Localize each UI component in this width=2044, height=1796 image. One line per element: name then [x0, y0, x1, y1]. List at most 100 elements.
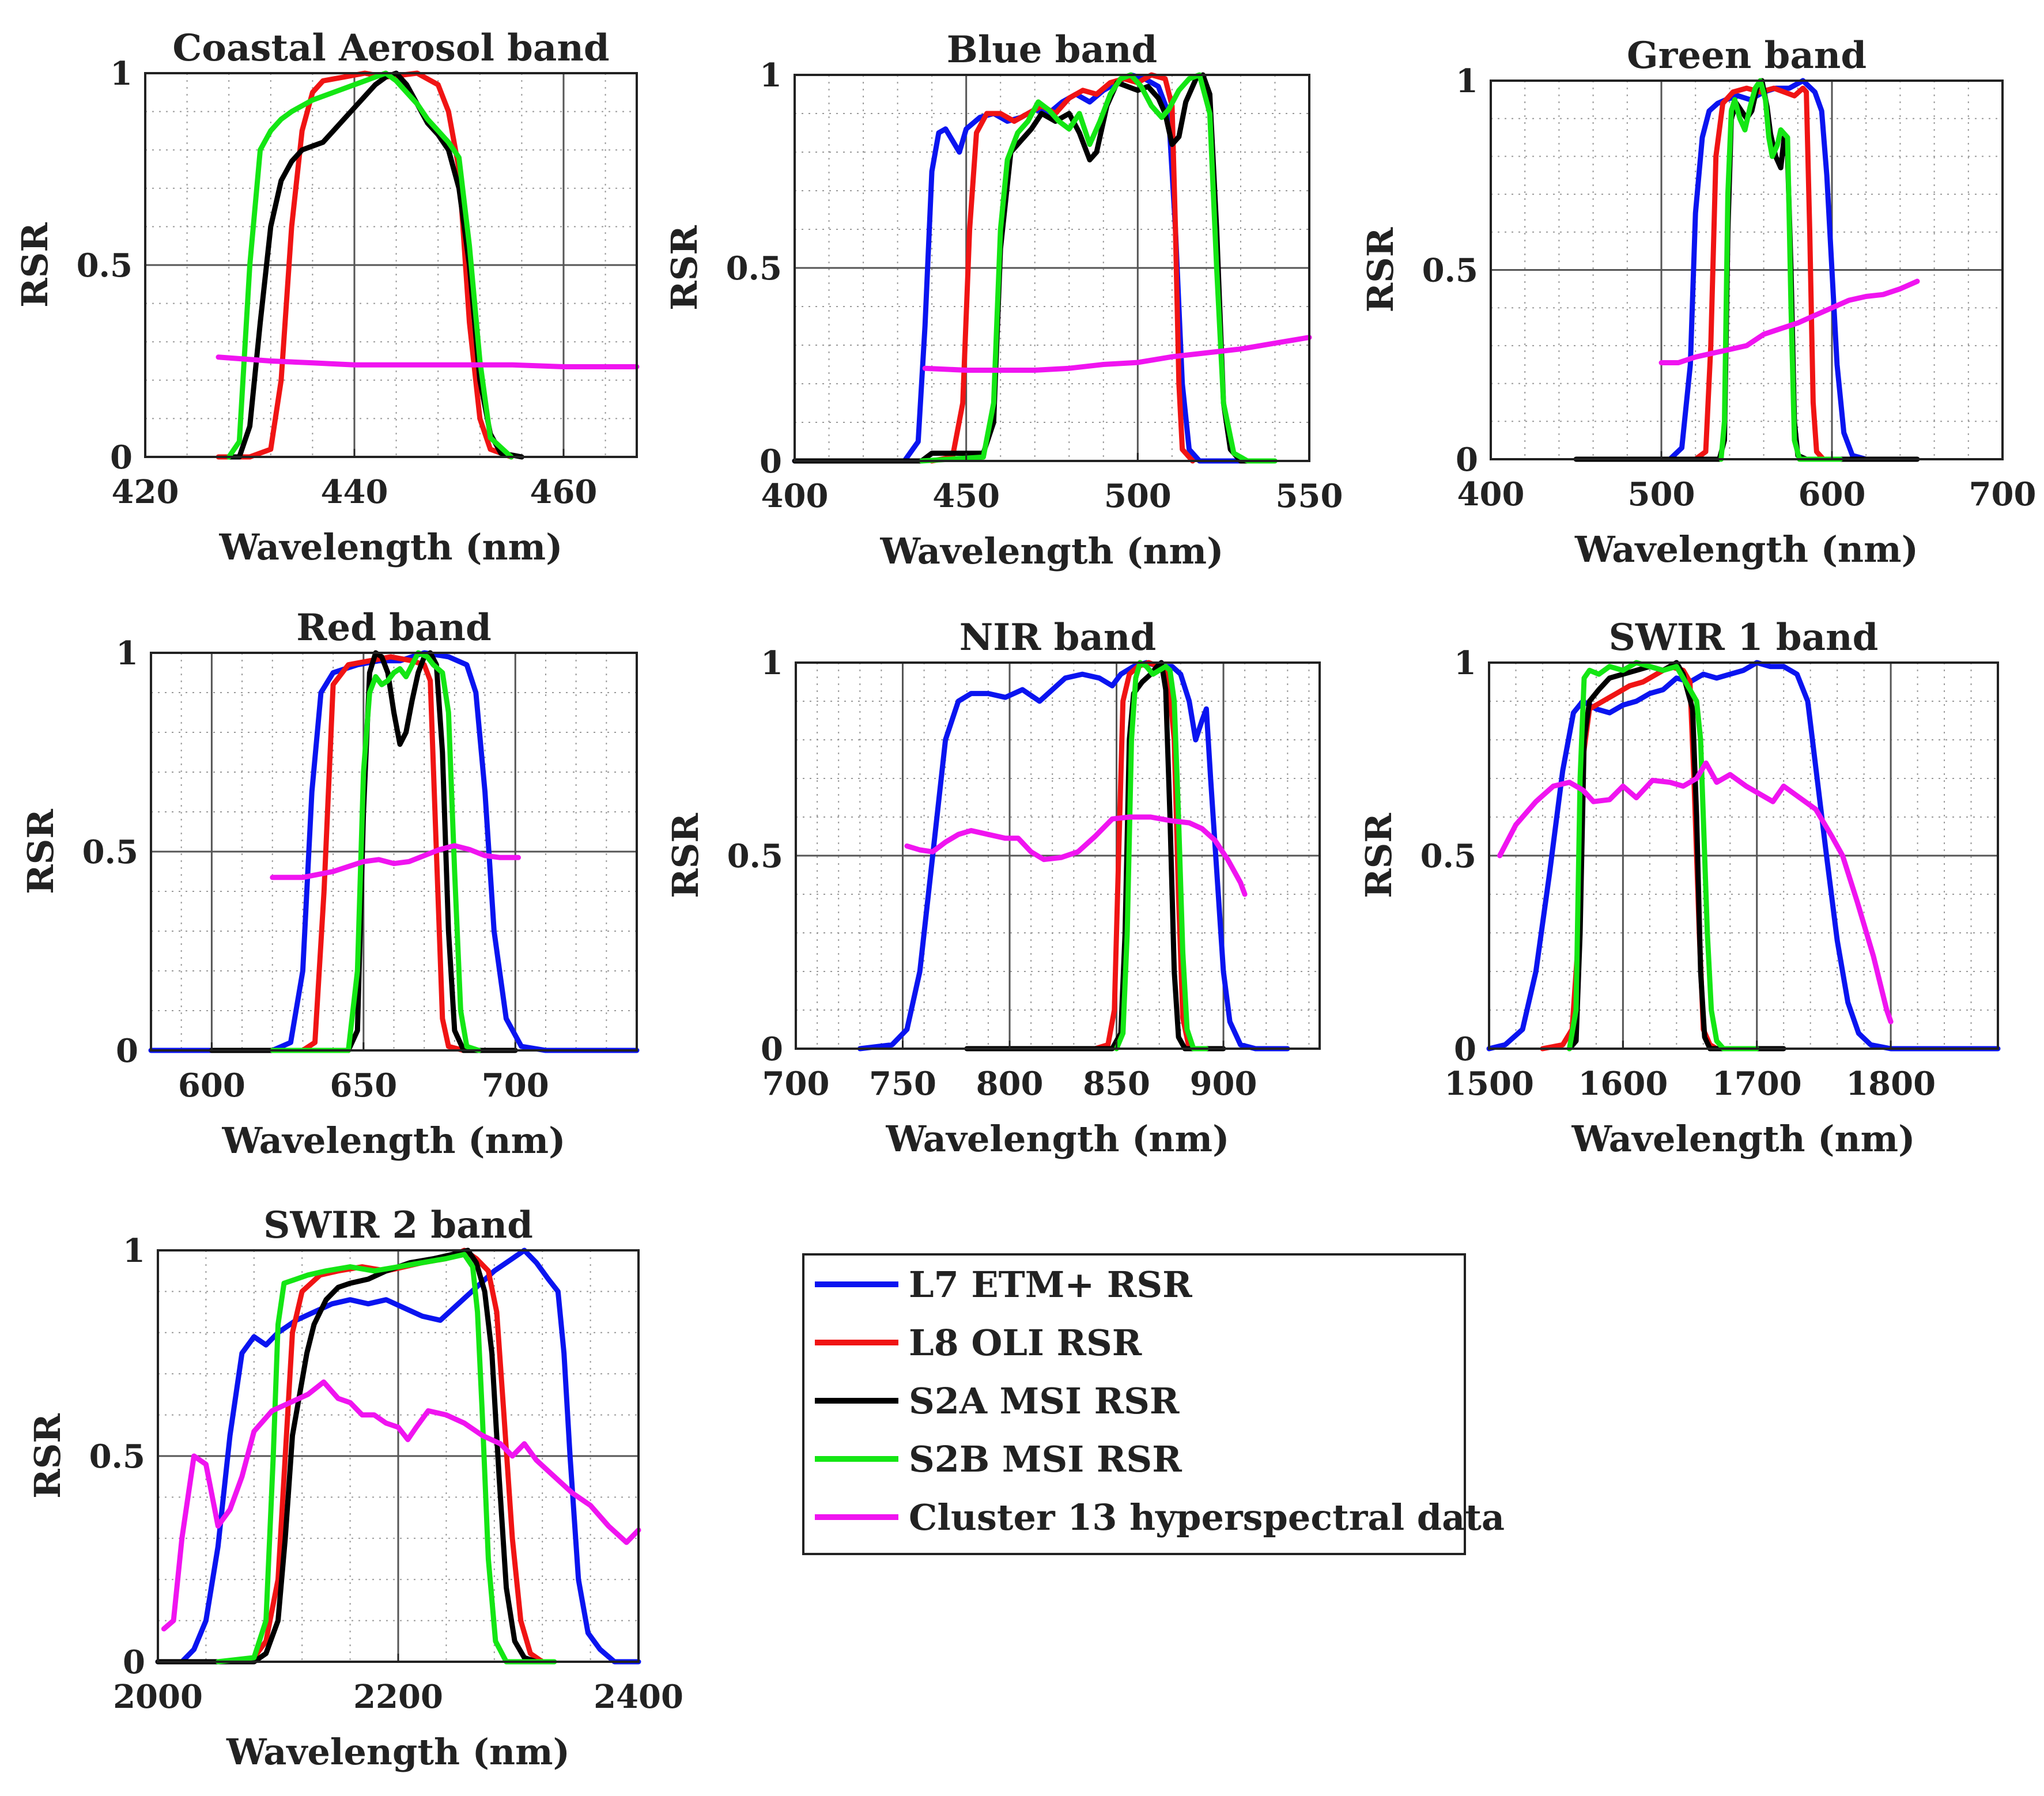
- y-tick-label: 0.5: [82, 833, 138, 871]
- axes-frame: [150, 652, 638, 1052]
- series-line-s2a: [155, 1247, 539, 1665]
- panel-title: Green band: [1627, 34, 1867, 77]
- chart-panel-3: 400 500 600 700 0 0.5 1 Green band Wavelength (n…: [1359, 34, 2036, 570]
- x-axis-label: Wavelength (nm): [880, 530, 1224, 572]
- x-tick-label: 400: [1457, 475, 1525, 513]
- x-tick-label: 2000: [113, 1678, 203, 1716]
- series-line-s2a: [226, 70, 524, 460]
- legend-item-s2a: S2A MSI RSR: [815, 1380, 1180, 1422]
- y-axis-label: RSR: [663, 225, 705, 311]
- panel-title: SWIR 2 band: [263, 1204, 533, 1247]
- y-tick-label: 0: [110, 438, 133, 477]
- y-axis-label: RSR: [1358, 813, 1400, 898]
- y-tick-label: 1: [760, 56, 782, 94]
- legend-label: S2A MSI RSR: [909, 1380, 1180, 1422]
- legend-item-l8: L8 OLI RSR: [815, 1322, 1142, 1364]
- series-line-s2b: [215, 1251, 557, 1665]
- x-tick-label: 850: [1083, 1065, 1150, 1103]
- y-tick-label: 0.5: [89, 1438, 145, 1476]
- y-tick-label: 1: [116, 634, 138, 672]
- x-tick-label: 550: [1276, 477, 1343, 515]
- minor-grid: [150, 653, 637, 1050]
- legend: L7 ETM+ RSR L8 OLI RSR S2A MSI RSR S2B MSI …: [802, 1253, 1505, 1555]
- x-tick-label: 460: [530, 473, 598, 511]
- series-line-cluster: [216, 354, 640, 369]
- x-tick-label: 650: [330, 1067, 397, 1105]
- series-line-l8: [300, 654, 467, 1053]
- series-line-l7: [148, 650, 640, 1053]
- series-group: [148, 650, 640, 1053]
- x-axis-label: Wavelength (nm): [886, 1118, 1230, 1160]
- axes-frame: [1488, 661, 1999, 1050]
- legend-label: Cluster 13 hyperspectral data: [909, 1496, 1505, 1538]
- x-tick-label: 1700: [1712, 1065, 1802, 1103]
- x-tick-label: 400: [761, 477, 829, 515]
- minor-grid: [145, 73, 637, 457]
- legend-item-l7: L7 ETM+ RSR: [815, 1264, 1192, 1306]
- major-grid: [158, 1250, 638, 1662]
- y-axis-label: RSR: [20, 809, 62, 894]
- series-group: [792, 72, 1312, 464]
- y-axis-label: RSR: [27, 1413, 69, 1499]
- x-tick-label: 900: [1190, 1065, 1257, 1103]
- y-tick-label: 1: [761, 644, 783, 682]
- y-tick-label: 1: [123, 1232, 145, 1270]
- y-tick-label: 0.5: [727, 837, 783, 875]
- x-tick-label: 800: [976, 1065, 1044, 1103]
- panel-title: Coastal Aerosol band: [172, 27, 609, 70]
- chart-panel-5: 700 750 800 850 900 0 0.5 1 NIR band Wavelength (…: [664, 616, 1321, 1160]
- y-tick-label: 0: [116, 1032, 138, 1070]
- x-tick-label: 500: [1628, 475, 1695, 513]
- y-tick-label: 0: [1454, 1030, 1476, 1068]
- x-tick-label: 600: [1799, 475, 1866, 513]
- series-line-s2b: [270, 650, 482, 1053]
- x-tick-label: 700: [482, 1067, 549, 1105]
- series-group: [1573, 78, 1920, 462]
- x-tick-label: 420: [112, 473, 179, 511]
- series-line-s2b: [919, 72, 1278, 464]
- y-tick-label: 0: [1456, 441, 1478, 479]
- y-tick-label: 0.5: [1422, 252, 1478, 290]
- x-axis-label: Wavelength (nm): [222, 1120, 566, 1162]
- panel-title: Red band: [296, 606, 491, 649]
- chart-panel-2: 400 450 500 550 0 0.5 1 Blue band Wavelength (nm…: [663, 28, 1343, 572]
- x-tick-label: 600: [178, 1067, 245, 1105]
- axes-frame: [795, 661, 1321, 1050]
- axes-frame: [794, 74, 1310, 462]
- chart-panel-7: 2000 2200 2400 0 0.5 1 SWIR 2 band Wavelength (…: [27, 1204, 683, 1773]
- y-axis-label: RSR: [14, 222, 56, 308]
- x-axis-label: Wavelength (nm): [1574, 528, 1918, 570]
- series-line-cluster: [1658, 278, 1920, 365]
- series-line-l7: [155, 1247, 641, 1665]
- y-tick-label: 0: [761, 1030, 783, 1068]
- legend-box: [802, 1253, 1466, 1555]
- series-line-s2b: [1566, 660, 1760, 1052]
- axes-frame: [1490, 80, 2004, 460]
- series-line-s2b: [1718, 78, 1843, 462]
- x-tick-label: 700: [762, 1065, 830, 1103]
- series-line-cluster: [161, 1379, 641, 1632]
- y-tick-label: 1: [1454, 644, 1476, 682]
- series-group: [1486, 660, 2001, 1052]
- series-line-cluster: [922, 335, 1312, 373]
- x-tick-label: 2200: [353, 1678, 443, 1716]
- legend-label: S2B MSI RSR: [909, 1438, 1182, 1480]
- chart-panel-6: 1500 1600 1700 1800 0 0.5 1 SWIR 1 band Waveleng…: [1358, 616, 2001, 1160]
- series-line-s2b: [1114, 660, 1209, 1052]
- legend-label: L8 OLI RSR: [909, 1322, 1142, 1364]
- x-tick-label: 700: [1969, 475, 2037, 513]
- series-line-cluster: [904, 814, 1248, 897]
- series-group: [155, 1247, 641, 1665]
- x-axis-label: Wavelength (nm): [1571, 1118, 1915, 1160]
- y-axis-label: RSR: [664, 813, 706, 898]
- x-tick-label: 440: [321, 473, 388, 511]
- panel-title: SWIR 1 band: [1609, 616, 1879, 659]
- chart-panel-1: 420 440 460 0 0.5 1 Coastal Aerosol band Wavele…: [14, 27, 640, 568]
- series-line-cluster: [270, 843, 521, 880]
- series-line-l7: [1486, 660, 2001, 1052]
- x-tick-label: 1600: [1578, 1065, 1668, 1103]
- y-tick-label: 0.5: [77, 247, 133, 285]
- x-tick-label: 750: [869, 1065, 936, 1103]
- series-line-l8: [1692, 85, 1826, 462]
